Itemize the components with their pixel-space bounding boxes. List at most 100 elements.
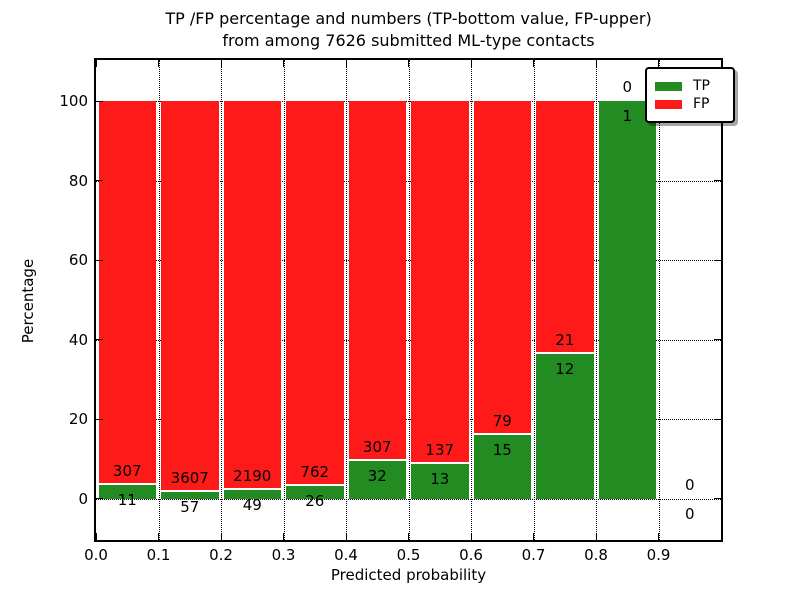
y-tick-label: 80: [68, 171, 88, 190]
fp-bar-segment: [536, 101, 594, 353]
fp-count-annotation: 79: [492, 412, 512, 431]
y-tick-right: [714, 259, 721, 261]
tp-bar-segment: [286, 485, 344, 499]
fp-bar-segment: [473, 101, 531, 434]
tp-bar-segment: [598, 101, 656, 499]
x-tick-label: 0.6: [459, 546, 483, 564]
plot-area: TP FP 0 20 40 60 80 100 0.0 0.1 0.2 0.3 0.4 0.5 0.6 0…: [59, 58, 735, 564]
fp-bar-segment: [161, 101, 219, 491]
x-tick-top: [595, 60, 597, 67]
y-tick-right: [714, 339, 721, 341]
fp-count-annotation: 21: [555, 331, 575, 350]
legend-label-tp: TP: [693, 78, 710, 94]
tp-bar-segment: [473, 435, 531, 499]
y-tick-label: 20: [68, 410, 88, 429]
y-tick-right: [714, 418, 721, 420]
x-tick-top: [470, 60, 472, 67]
tp-count-annotation: 13: [430, 470, 450, 489]
fp-count-annotation: 762: [300, 462, 330, 481]
x-tick-bottom: [345, 533, 347, 540]
x-tick-top: [408, 60, 409, 67]
tp-bar-segment: [536, 354, 594, 499]
tp-bar-segment: [98, 484, 156, 499]
x-tick-bottom: [658, 533, 659, 540]
tp-bar-segment: [161, 492, 219, 499]
fp-bar-segment: [223, 101, 281, 488]
tp-count-annotation: 12: [555, 360, 575, 379]
fp-count-annotation: 0: [622, 78, 633, 97]
x-tick-label: 0.9: [646, 546, 671, 564]
x-tick-top: [533, 60, 534, 67]
legend: TP FP: [645, 67, 735, 123]
fp-count-annotation: 307: [362, 438, 392, 457]
x-tick-top: [158, 60, 159, 67]
fp-bar-segment: [98, 101, 156, 483]
y-tick-label: 100: [59, 92, 88, 111]
x-tick-top: [95, 60, 97, 67]
y-tick-left: [96, 100, 103, 102]
tp-count-annotation: 57: [180, 498, 200, 517]
x-tick-bottom: [470, 533, 472, 540]
legend-item-fp: FP: [655, 96, 725, 112]
x-gridline: [471, 60, 472, 540]
x-gridline: [346, 60, 347, 540]
fp-color-swatch: [655, 99, 682, 109]
x-tick-bottom: [158, 533, 159, 540]
x-tick-bottom: [220, 533, 222, 540]
fp-count-annotation: 307: [112, 461, 142, 480]
x-tick-bottom: [408, 533, 409, 540]
fp-count-annotation: 0: [684, 475, 695, 494]
y-tick-right: [714, 498, 721, 500]
legend-label-fp: FP: [693, 96, 710, 112]
figure-title-line1: TP /FP percentage and numbers (TP-bottom…: [165, 9, 652, 28]
x-tick-bottom: [283, 533, 284, 540]
y-tick-label: 40: [68, 330, 88, 349]
tp-bar-segment: [223, 489, 281, 499]
tp-count-annotation: 26: [305, 491, 325, 510]
x-gridline: [283, 60, 285, 540]
tp-count-annotation: 15: [492, 441, 512, 460]
fp-count-annotation: 3607: [170, 469, 209, 488]
figure-title-line2: from among 7626 submitted ML-type contac…: [222, 31, 595, 50]
x-tick-label: 0.5: [396, 546, 421, 564]
legend-item-tp: TP: [655, 78, 725, 94]
fp-bar-segment: [286, 101, 344, 484]
fp-count-annotation: 2190: [233, 466, 272, 485]
y-tick-right: [714, 180, 721, 182]
x-tick-top: [283, 60, 284, 67]
tp-count-annotation: 1: [622, 107, 633, 126]
y-tick-label: 0: [78, 489, 88, 508]
x-tick-bottom: [595, 533, 597, 540]
tp-count-annotation: 11: [117, 490, 137, 509]
y-tick-left: [96, 418, 103, 420]
x-gridline: [221, 60, 222, 540]
x-tick-label: 0.1: [146, 546, 171, 564]
tp-bar-segment: [411, 464, 469, 499]
x-gridline: [158, 60, 160, 540]
x-tick-label: 0.4: [334, 546, 358, 564]
tp-count-annotation: 0: [684, 504, 695, 523]
fp-bar-segment: [411, 101, 469, 463]
x-gridline: [596, 60, 597, 540]
x-tick-bottom: [533, 533, 534, 540]
x-tick-label: 0.8: [584, 546, 608, 564]
x-tick-top: [658, 60, 659, 67]
x-gridline: [658, 60, 660, 540]
tp-count-annotation: 49: [242, 495, 262, 514]
x-tick-top: [345, 60, 347, 67]
y-tick-label: 60: [68, 251, 88, 270]
fp-bar-segment: [348, 101, 406, 460]
x-tick-label: 0.2: [209, 546, 233, 564]
y-tick-left: [96, 498, 103, 500]
x-tick-label: 0.3: [271, 546, 296, 564]
tp-color-swatch: [655, 81, 682, 91]
x-gridline: [533, 60, 535, 540]
x-tick-label: 0.0: [84, 546, 108, 564]
y-axis-label: Percentage: [19, 258, 37, 344]
x-axis-label: Predicted probability: [330, 566, 487, 584]
y-tick-left: [96, 339, 103, 341]
y-tick-left: [96, 180, 103, 182]
x-gridline: [408, 60, 410, 540]
x-tick-top: [220, 60, 222, 67]
x-tick-bottom: [95, 533, 97, 540]
